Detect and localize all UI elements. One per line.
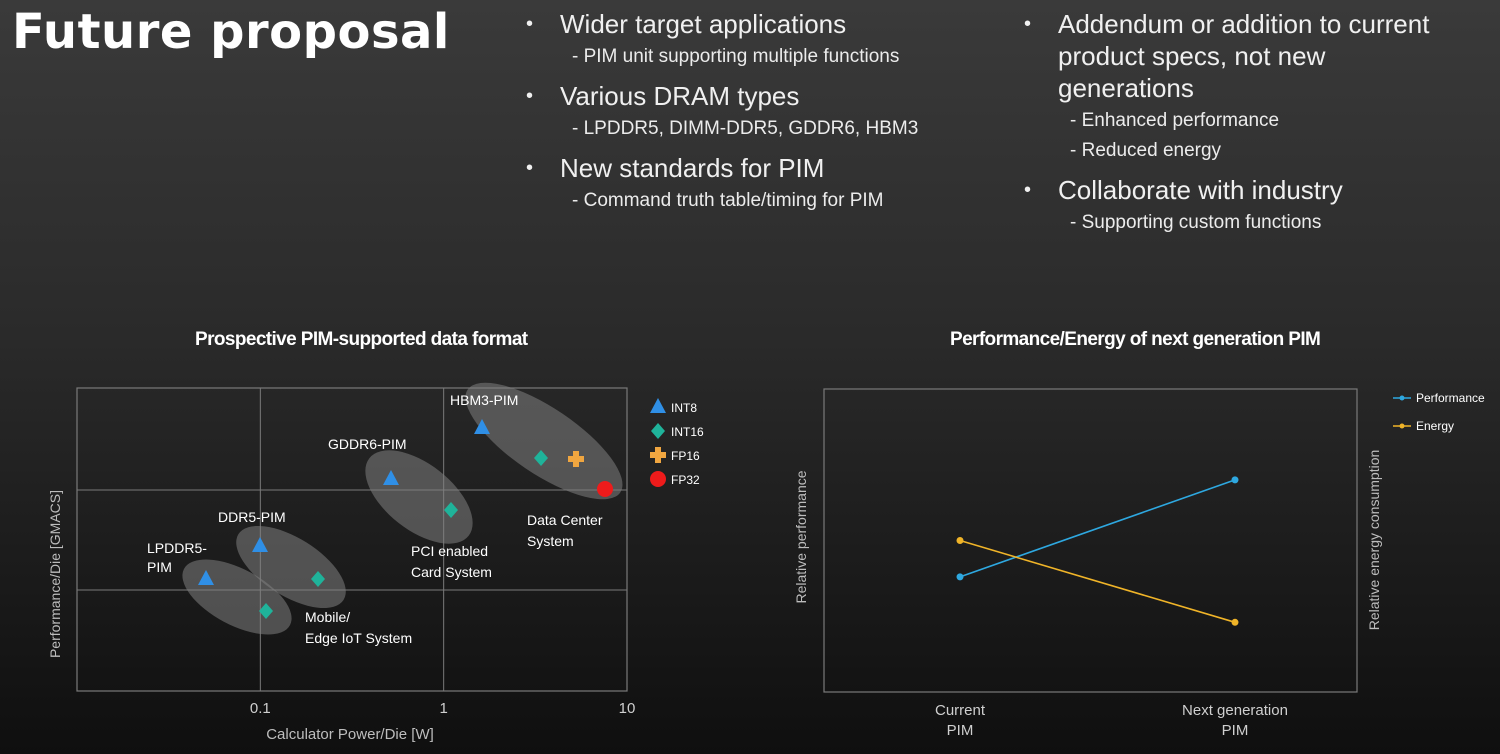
category-label-line: Next generation [1182,702,1288,719]
system-label-line: Card System [411,564,492,580]
bullet-item: • Addendum or addition to current product… [1024,8,1464,104]
legend-marker-int8 [650,398,666,413]
group-label: LPDDR5- PIM [147,540,207,575]
line-chart: Current PIM Next generation PIM Relative per… [793,388,1485,739]
group-region [465,382,623,500]
data-point-energy [956,537,964,544]
y-axis-label-left: Relative performance [793,470,809,603]
system-label-line: Data Center [527,512,603,528]
data-point-int8 [474,419,490,434]
legend-marker-performance [1399,395,1405,401]
group-label-line: LPDDR5- [147,540,207,556]
line-chart-title: Performance/Energy of next generation PI… [950,329,1321,350]
category-label: Current PIM [935,702,986,739]
bullet-dot: • [1024,179,1032,201]
y-axis-label-right: Relative energy consumption [1366,450,1382,631]
group-label: HBM3-PIM [450,392,518,408]
data-point-int16 [444,502,458,518]
bullet-heading: New standards for PIM [560,153,825,183]
slide-title: Future proposal [12,4,450,60]
scatter-chart-title: Prospective PIM-supported data format [195,329,528,350]
system-label-line: PCI enabled [411,543,488,559]
bullet-dot: • [1024,13,1032,35]
legend-label: FP32 [671,473,700,487]
bullet-column-right: • Addendum or addition to current product… [1024,8,1464,236]
x-tick-label: 0.1 [250,700,271,717]
bullet-subitem: - Reduced energy [1070,140,1222,161]
y-axis-label: Performance/Die [GMACS] [47,490,63,658]
legend-marker-fp32 [650,471,666,487]
bullet-heading: Wider target applications [560,9,847,39]
bullet-item: • Wider target applications [526,8,986,40]
scatter-chart: 0.1 1 10 Calculator Power/Die [W] Performanc… [47,382,704,743]
category-label: Next generation PIM [1182,702,1288,739]
data-point-int8 [252,537,268,552]
legend-marker-fp16 [650,447,666,463]
group-label-line: PIM [147,559,172,575]
bullet-subitem: - Supporting custom functions [1070,212,1322,233]
x-tick-label: 1 [439,700,447,717]
bullet-dot: • [526,13,534,35]
system-label-line: Edge IoT System [305,630,412,646]
x-tick-label: 10 [619,700,636,717]
bullet-heading: Addendum or addition to current product … [1058,9,1430,103]
data-point-int16 [534,450,548,466]
bullet-dot: • [526,157,534,179]
bullet-dot: • [526,85,534,107]
legend-marker-energy [1399,423,1405,429]
legend-label: FP16 [671,449,700,463]
plot-frame [76,387,628,692]
legend-label: Performance [1416,391,1485,405]
legend-label: INT8 [671,401,697,415]
bullet-heading: Collaborate with industry [1058,175,1343,205]
system-label: PCI enabled Card System [411,543,492,580]
bullet-column-left: • Wider target applications - PIM unit sup… [526,8,986,214]
system-label-line: System [527,533,574,549]
category-label-line: Current [935,702,986,719]
bullet-heading: Various DRAM types [560,81,800,111]
bullet-item: • Collaborate with industry [1024,174,1464,206]
data-point-int16 [259,603,273,619]
legend-label: INT16 [671,425,704,439]
x-axis-label: Calculator Power/Die [W] [266,726,434,743]
category-label-line: PIM [947,722,974,739]
system-label: Data Center System [527,512,603,549]
system-label: Mobile/Edge IoT System [305,609,412,646]
series-line-performance [959,479,1236,578]
data-point-performance [956,573,964,581]
bullet-item: • New standards for PIM [526,152,986,184]
group-label: DDR5-PIM [218,509,286,525]
series-line-energy [959,539,1236,624]
data-point-int8 [198,570,214,585]
legend-marker-int16 [651,423,665,439]
data-point-fp32 [597,481,613,497]
bullet-subitem: - Enhanced performance [1070,110,1280,131]
data-point-int8 [383,470,399,485]
plot-frame [823,388,1358,693]
bullet-subitem: - PIM unit supporting multiple functions [572,46,900,67]
data-point-energy [1231,618,1239,626]
group-label: GDDR6-PIM [328,436,407,452]
category-label-line: PIM [1222,722,1249,739]
data-point-int16 [311,571,325,587]
bullet-item: • Various DRAM types [526,80,986,112]
legend-label: Energy [1416,419,1454,433]
system-label-line: Mobile/ [305,609,350,625]
data-point-fp16 [568,451,584,467]
bullet-subitem: - Command truth table/timing for PIM [572,190,884,211]
bullet-subitem: - LPDDR5, DIMM-DDR5, GDDR6, HBM3 [572,118,919,139]
data-point-performance [1231,476,1239,484]
